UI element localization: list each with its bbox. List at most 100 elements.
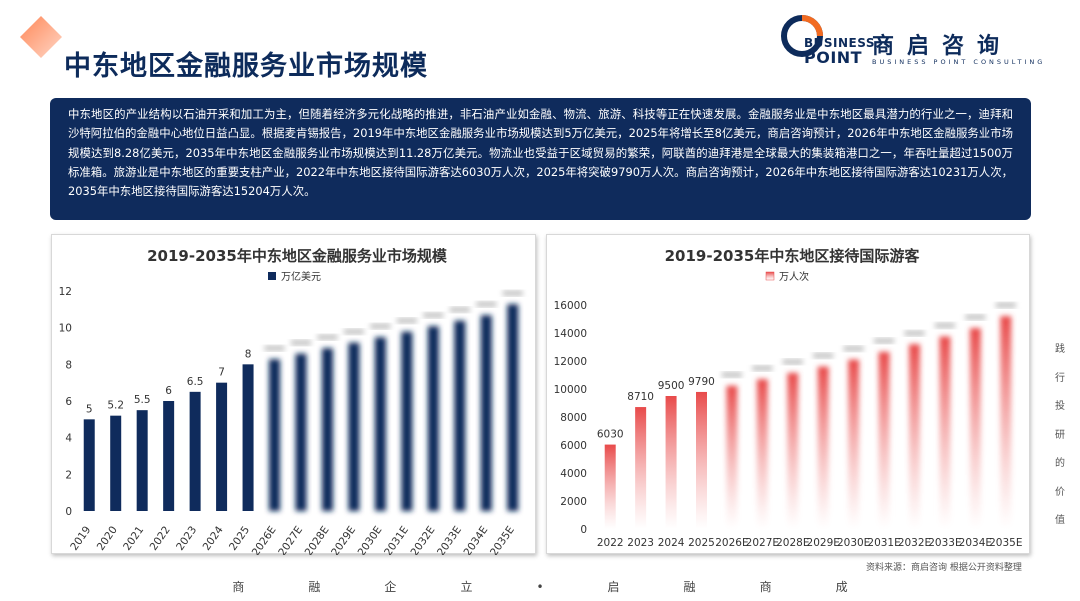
x-tick-label: 2034E: [461, 524, 490, 555]
bar: [83, 419, 95, 511]
x-tick-label: 2032E: [409, 524, 438, 555]
x-tick-label: 2034E: [959, 537, 992, 549]
y-tick-label: 2: [65, 469, 72, 481]
data-label: 8: [245, 348, 252, 360]
bar: [665, 396, 677, 529]
blurred-data-label: [291, 339, 311, 346]
data-label: 5.5: [134, 394, 151, 406]
logo-subtitle: BUSINESS POINT CONSULTING: [872, 58, 1046, 66]
bar: [726, 385, 738, 529]
side-slogan-char: 研: [1055, 429, 1065, 441]
x-tick-label: 2025: [688, 537, 715, 549]
x-tick-label: 2035E: [989, 537, 1022, 549]
side-slogan-char: 践: [1055, 344, 1065, 355]
blurred-data-label: [995, 302, 1016, 309]
blurred-data-label: [264, 345, 285, 352]
x-tick-label: 2026E: [715, 537, 748, 549]
bar: [635, 407, 647, 529]
x-tick-label: 2020: [95, 524, 120, 553]
bar: [295, 353, 307, 511]
x-tick-label: 2033E: [435, 524, 464, 555]
blurred-data-label: [343, 328, 364, 335]
blurred-data-label: [449, 306, 470, 313]
motto-char: 商: [232, 580, 245, 594]
corner-decoration: [20, 16, 62, 58]
side-slogan-char: 行: [1055, 372, 1065, 384]
bar: [480, 315, 492, 511]
x-tick-label: 2027E: [276, 524, 305, 555]
blurred-data-label: [782, 358, 803, 365]
blurred-data-label: [370, 323, 391, 330]
blurred-data-label: [721, 371, 742, 378]
x-tick-label: 2024: [201, 524, 226, 553]
side-slogan-char: 值: [1055, 515, 1065, 526]
blurred-data-label: [476, 301, 497, 308]
page-title: 中东地区金融服务业市场规模: [64, 51, 428, 82]
blurred-data-label: [502, 290, 523, 297]
bar: [454, 320, 466, 511]
blurred-data-label: [843, 345, 864, 352]
bar: [507, 304, 519, 511]
logo-text-point: POINT: [804, 48, 863, 67]
blurred-data-label: [752, 365, 773, 372]
bar: [242, 364, 254, 511]
x-tick-label: 2019: [68, 524, 93, 553]
blurred-data-label: [874, 337, 895, 344]
y-tick-label: 10000: [554, 384, 587, 396]
blurred-data-label: [423, 312, 444, 319]
finance-chart-card: 2019-2035年中东地区金融服务业市场规模 万亿美元 0 2 4 6 8 10 12 5 201…: [51, 234, 536, 555]
x-tick-label: 2033E: [928, 537, 961, 549]
legend-swatch: [765, 271, 775, 281]
motto-char: 启: [607, 580, 620, 594]
data-label: 5: [86, 403, 93, 415]
y-tick-label: 6: [65, 396, 72, 408]
x-tick-label: 2024: [658, 537, 685, 549]
summary-text: 中东地区的产业结构以石油开采和加工为主，但随着经济多元化战略的推进，非石油产业如…: [68, 107, 1013, 199]
x-tick-label: 2023: [174, 524, 199, 553]
bar: [189, 391, 201, 511]
bar: [321, 348, 333, 511]
data-label: 9500: [658, 380, 685, 392]
side-slogan-char: 投: [1055, 401, 1065, 412]
logo-text-cn: 商启咨询: [872, 34, 1013, 59]
side-slogan-char: 的: [1055, 458, 1065, 469]
logo-text-business: BUSINESS: [804, 36, 875, 50]
data-label: 9790: [688, 376, 715, 388]
blurred-data-label: [396, 317, 417, 324]
blurred-data-label: [904, 330, 925, 337]
bar: [1000, 316, 1012, 529]
x-tick-label: 2021: [121, 524, 146, 553]
bar: [374, 337, 386, 511]
y-tick-label: 8000: [560, 412, 587, 424]
x-tick-label: 2022: [148, 524, 173, 553]
motto-char: 企: [384, 580, 397, 594]
y-tick-label: 6000: [560, 440, 587, 452]
x-tick-label: 2035E: [488, 524, 517, 555]
logo-ring-icon: [781, 15, 823, 57]
bar: [969, 328, 981, 529]
data-label: 8710: [627, 391, 654, 403]
chart-title: 2019-2035年中东地区金融服务业市场规模: [147, 247, 448, 265]
bar: [269, 359, 281, 511]
bar: [848, 359, 860, 529]
y-tick-label: 14000: [554, 328, 587, 340]
y-tick-label: 16000: [554, 300, 587, 312]
x-tick-label: 2031E: [382, 524, 411, 555]
bar: [136, 410, 148, 511]
x-tick-label: 2023: [627, 537, 654, 549]
motto-char: 融: [683, 580, 696, 594]
footer-motto: 商 融 企 立 • 启 融 商 成: [0, 578, 1080, 595]
data-label: 5.2: [107, 400, 124, 412]
bar: [163, 401, 175, 511]
motto-char: 融: [308, 580, 321, 594]
x-tick-label: 2028E: [303, 524, 332, 555]
x-tick-label: 2028E: [776, 537, 809, 549]
y-tick-label: 4: [65, 433, 72, 445]
x-tick-label: 2032E: [898, 537, 931, 549]
bar: [817, 366, 829, 529]
motto-char: 立: [460, 580, 473, 594]
x-tick-label: 2026E: [250, 524, 279, 555]
tourism-chart-card: 2019-2035年中东地区接待国际游客 万人次 0 2000 4000 6000 8000…: [546, 234, 1030, 554]
bar: [909, 344, 920, 529]
